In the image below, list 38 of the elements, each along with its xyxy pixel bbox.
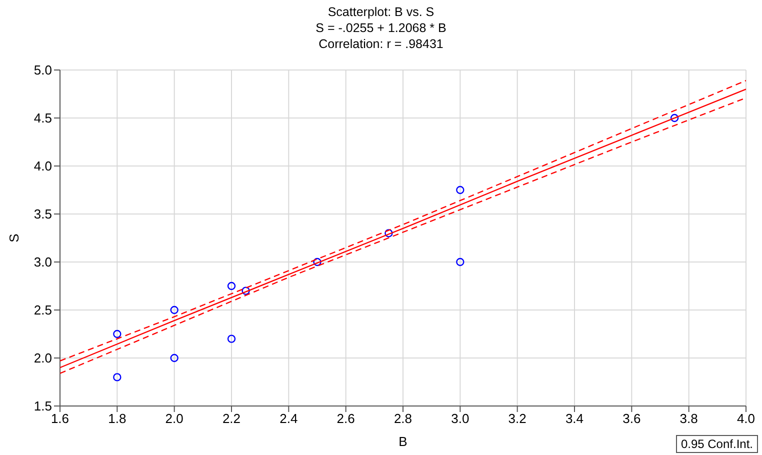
- point: [170, 354, 178, 362]
- x-tick-label: 2.0: [165, 411, 184, 426]
- x-tick-label: 3.8: [680, 411, 698, 426]
- point: [227, 334, 236, 343]
- chart-subtitle: S = -.0255 + 1.2068 * B Correlation: r = .98431: [314, 20, 448, 52]
- y-axis-title: S: [6, 233, 22, 242]
- x-tick-label: 3.6: [622, 411, 641, 426]
- y-tick-label: 1.5: [34, 398, 52, 414]
- y-tick-label: 4.0: [34, 158, 52, 174]
- x-tick-label: 2.6: [336, 411, 355, 426]
- x-tick-label: 2.8: [394, 411, 412, 426]
- x-tick-label: 3.4: [565, 411, 584, 426]
- point: [113, 373, 122, 382]
- point: [170, 306, 178, 314]
- point: [113, 330, 122, 338]
- y-tick-label: 4.5: [34, 110, 52, 126]
- y-tick-label: 2.5: [34, 302, 52, 318]
- point: [313, 258, 322, 266]
- x-axis-title: B: [398, 434, 408, 449]
- x-tick-label: 3.0: [451, 411, 470, 426]
- point: [456, 258, 464, 266]
- point: [456, 186, 464, 194]
- point: [384, 229, 393, 238]
- chart-title: Scatterplot: B vs. S: [326, 4, 436, 20]
- point: [227, 282, 236, 290]
- x-tick-label: 4.0: [736, 411, 756, 426]
- y-tick-label: 5.0: [34, 62, 52, 78]
- x-tick-label: 2.2: [222, 411, 241, 426]
- x-tick-label: 1.8: [108, 411, 126, 426]
- point: [670, 114, 679, 122]
- y-tick-label: 3.5: [34, 206, 52, 222]
- y-tick-label: 2.0: [34, 350, 52, 366]
- point: [242, 286, 250, 295]
- x-tick-label: 2.4: [280, 411, 298, 426]
- x-tick-label: 1.6: [50, 411, 70, 426]
- y-tick-label: 3.0: [34, 254, 52, 270]
- text: 0.95 Conf.Int.: [676, 435, 758, 453]
- x-tick-label: 3.2: [508, 411, 526, 426]
